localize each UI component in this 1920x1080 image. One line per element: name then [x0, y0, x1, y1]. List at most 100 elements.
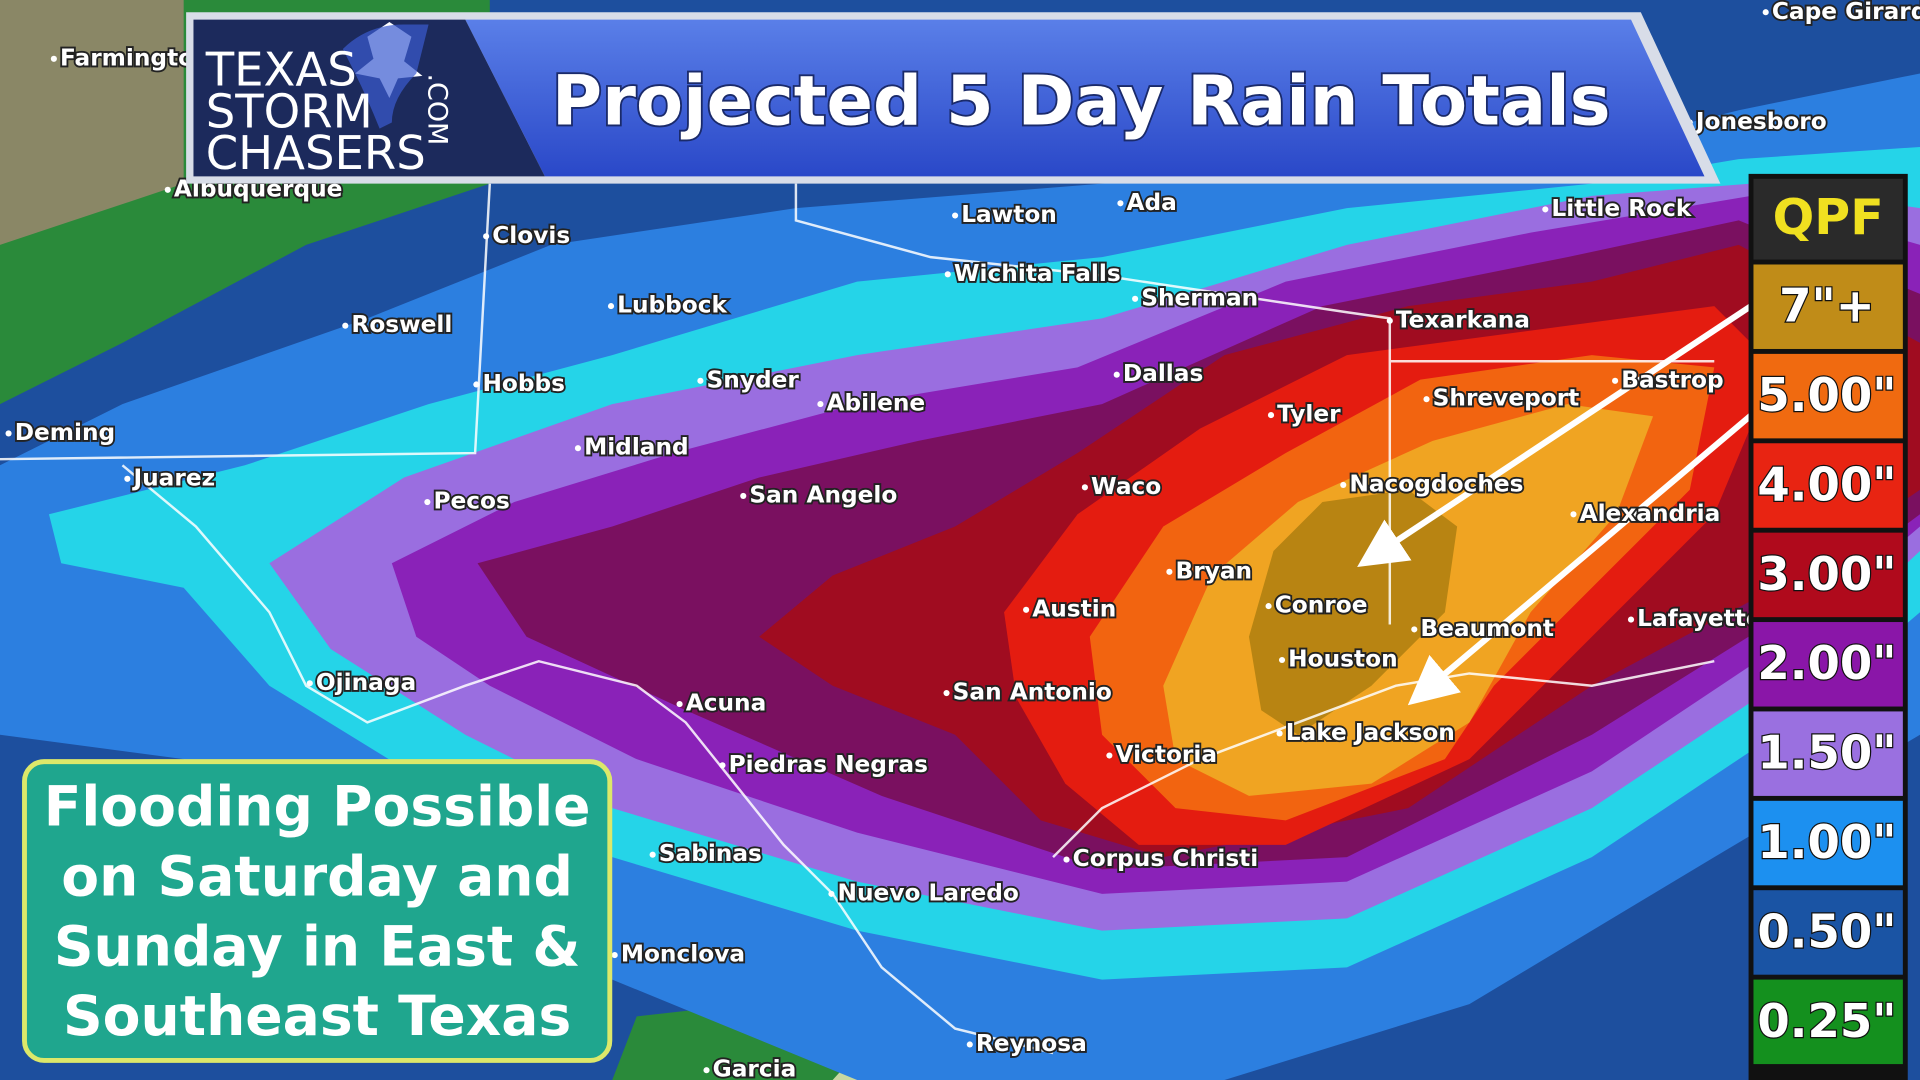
city-dot — [697, 377, 704, 384]
legend-label: 7"+ — [1779, 279, 1875, 333]
city-dot — [1117, 200, 1124, 207]
city-dot — [342, 322, 349, 329]
city-dot — [1278, 656, 1286, 664]
city-label: San Angelo — [749, 481, 897, 508]
logo-line: CHASERS — [206, 126, 426, 180]
city-dot — [1023, 606, 1030, 613]
city-label: Abilene — [827, 390, 926, 417]
legend-label: 2.00" — [1757, 636, 1896, 690]
city-label: Little Rock — [1551, 195, 1692, 222]
city-label: Lawton — [961, 201, 1057, 228]
city-dot — [1340, 481, 1347, 488]
city-label: Bastrop — [1621, 366, 1723, 393]
city-dot — [1542, 206, 1549, 213]
legend-swatch — [1753, 353, 1903, 439]
city-dot — [1276, 730, 1283, 737]
city-label: Waco — [1091, 473, 1161, 500]
arrows — [1357, 291, 1772, 706]
city-dot — [5, 430, 12, 437]
city-dot — [649, 851, 656, 858]
legend-swatch — [1753, 890, 1903, 975]
city-label: Clovis — [492, 222, 570, 249]
city-label: Beaumont — [1420, 615, 1554, 642]
city-dot — [1113, 371, 1120, 378]
title: Projected 5 Day Rain Totals — [552, 61, 1611, 141]
callout-line: Sunday in East & — [54, 914, 581, 978]
city-label: Shreveport — [1433, 385, 1580, 412]
legend-swatch — [1753, 532, 1903, 618]
city-label: Sherman — [1141, 284, 1258, 311]
city-dot — [817, 401, 824, 408]
legend-swatch — [1753, 979, 1903, 1065]
city-label: Ada — [1127, 189, 1177, 216]
legend-label: 0.50" — [1757, 904, 1896, 958]
legend-title: QPF — [1773, 189, 1884, 246]
city-dot — [473, 381, 480, 388]
city-label: Jonesboro — [1694, 108, 1827, 135]
logo-suffix: .COM — [422, 73, 453, 145]
city-dot — [1106, 752, 1113, 759]
city-dot — [676, 701, 683, 708]
city-dot — [1762, 9, 1769, 16]
city-label: Snyder — [707, 366, 800, 393]
city-dot — [1612, 377, 1619, 384]
city-label: Austin — [1032, 595, 1116, 622]
city-dot — [306, 680, 313, 687]
city-dot — [1265, 603, 1272, 610]
city-label: Victoria — [1116, 741, 1218, 768]
legend-label: 1.00" — [1757, 815, 1896, 869]
borders — [0, 183, 1715, 1055]
legend-swatch — [1753, 800, 1903, 886]
city-dot — [703, 1067, 710, 1074]
city-dot — [1411, 626, 1418, 633]
city-dot — [1063, 856, 1070, 863]
city-label: San Antonio — [953, 679, 1112, 706]
city-label: Conroe — [1275, 592, 1368, 619]
city-label: Deming — [15, 419, 115, 446]
city-dot — [50, 55, 57, 62]
city-label: Bryan — [1176, 557, 1253, 584]
city-label: Lake Jackson — [1286, 719, 1455, 746]
legend-swatch — [1753, 443, 1903, 528]
city-dot — [1132, 295, 1139, 302]
legend-label: 5.00" — [1757, 368, 1896, 422]
city-dot — [574, 445, 582, 452]
legend-label: 4.00" — [1757, 457, 1896, 511]
city-label: Hobbs — [482, 370, 565, 397]
city-dot — [483, 233, 490, 240]
city-dot — [1570, 511, 1577, 518]
city-dot — [828, 890, 835, 897]
city-label: Farmington — [60, 44, 211, 71]
city-dot — [1267, 412, 1275, 419]
city-dot — [611, 952, 618, 959]
legend-swatch — [1753, 264, 1903, 349]
city-dot — [966, 1041, 973, 1048]
city-label: Reynosa — [976, 1030, 1087, 1057]
city-label: Acuna — [686, 690, 767, 717]
city-label: Piedras Negras — [729, 751, 928, 778]
city-label: Tyler — [1277, 401, 1341, 428]
city-dot — [424, 498, 431, 506]
callout: Flooding Possible on Saturday and Sunday… — [22, 759, 613, 1063]
city-label: Nuevo Laredo — [838, 879, 1019, 906]
city-label: Pecos — [433, 488, 509, 515]
title-banner: TEXAS STORM CHASERS .COM Projected 5 Day… — [186, 12, 1721, 184]
city-label: Monclova — [621, 941, 745, 968]
city-labels: FarmingtonAlbuquerqueClovisRoswellLubboc… — [5, 0, 1920, 1080]
city-dot — [1081, 484, 1088, 491]
city-label: Alexandria — [1580, 500, 1721, 527]
legend-swatch — [1753, 711, 1903, 796]
city-dot — [943, 690, 950, 697]
city-dot — [607, 303, 615, 310]
city-label: Corpus Christi — [1073, 845, 1259, 872]
logo-line: TEXAS — [205, 43, 357, 97]
legend-label: 0.25" — [1757, 994, 1896, 1048]
legend-label: 3.00" — [1757, 547, 1896, 601]
legend-swatch — [1753, 622, 1903, 707]
city-label: Juarez — [131, 464, 215, 491]
city-dot — [164, 186, 171, 193]
city-label: Texarkana — [1396, 306, 1530, 333]
city-label: Wichita Falls — [954, 260, 1121, 287]
